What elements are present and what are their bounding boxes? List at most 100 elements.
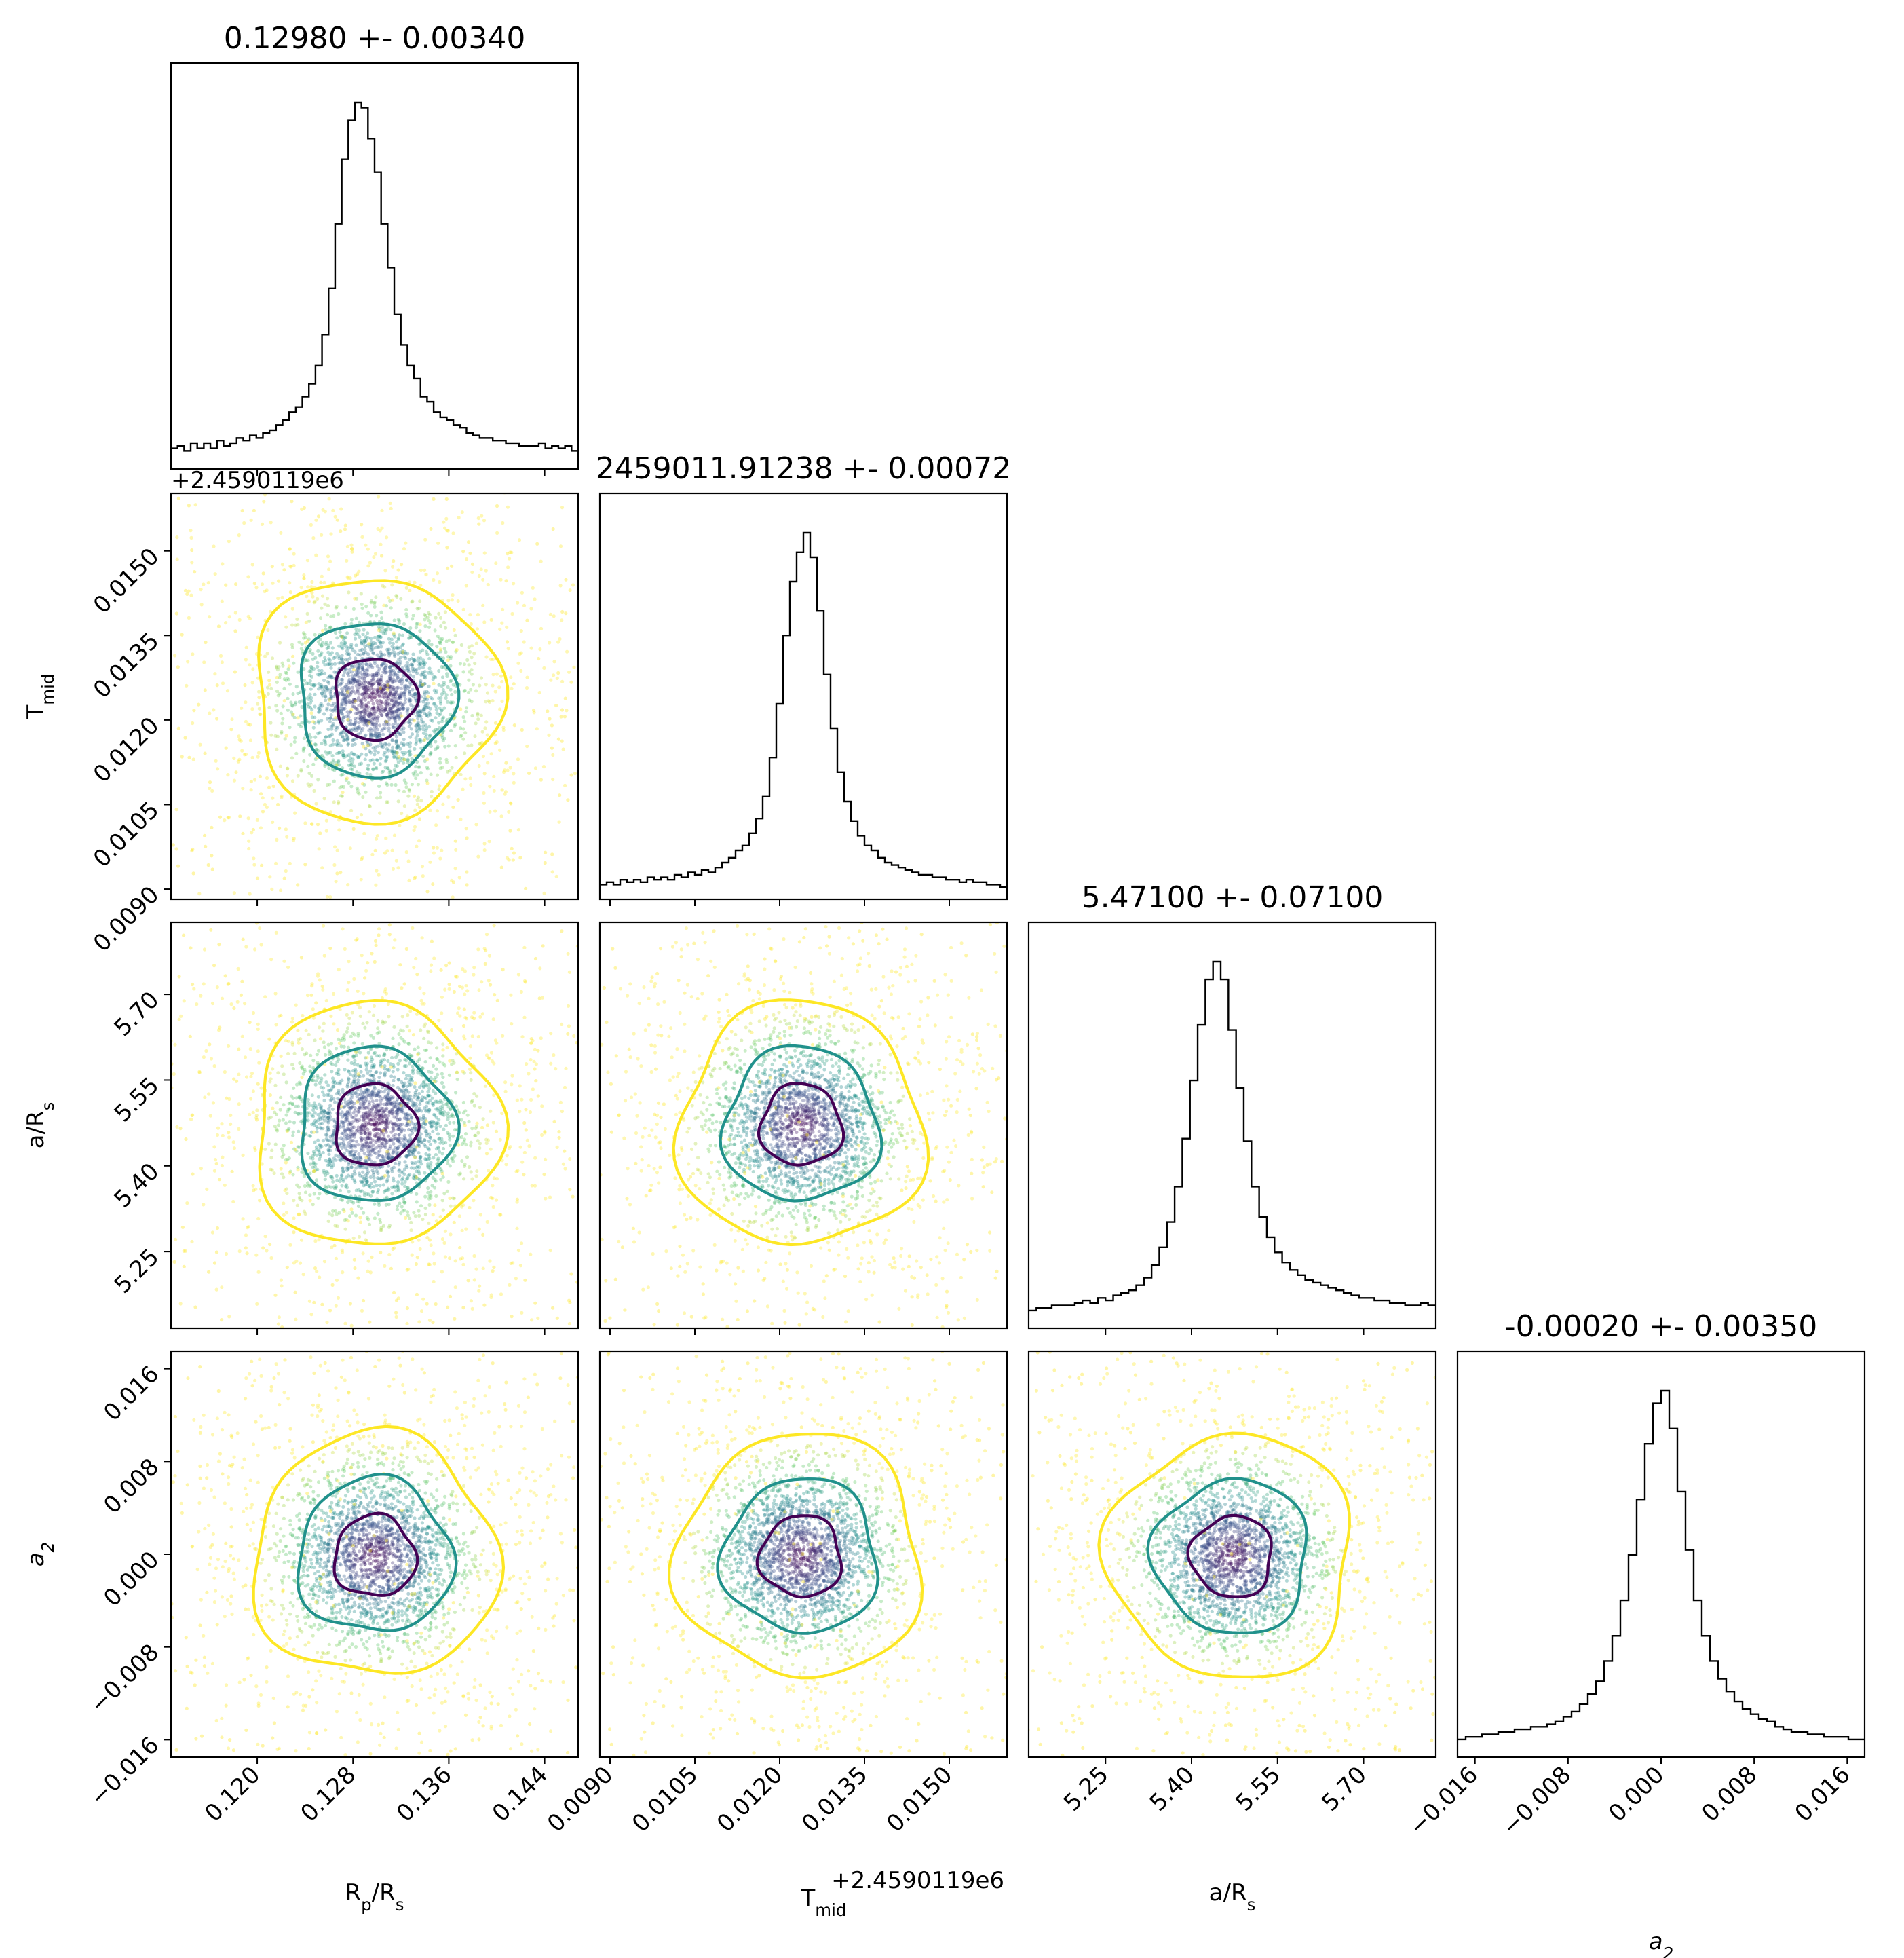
sample-point bbox=[276, 802, 280, 807]
sample-point bbox=[198, 742, 202, 747]
sample-point bbox=[353, 726, 357, 730]
sample-point bbox=[304, 620, 308, 624]
sample-point bbox=[352, 1033, 357, 1037]
sample-point bbox=[390, 1096, 394, 1100]
sample-point bbox=[185, 683, 189, 688]
sample-point bbox=[396, 618, 400, 622]
sample-point bbox=[324, 735, 328, 739]
sample-point bbox=[362, 745, 366, 749]
sample-point bbox=[254, 586, 259, 590]
sample-point bbox=[404, 683, 408, 688]
sample-point bbox=[405, 1210, 410, 1214]
sample-point bbox=[423, 1082, 427, 1087]
sample-point bbox=[281, 664, 285, 668]
sample-point bbox=[402, 789, 406, 793]
sample-point bbox=[347, 694, 351, 698]
sample-point bbox=[344, 658, 348, 662]
sample-point bbox=[360, 702, 365, 706]
sample-point bbox=[584, 671, 587, 675]
sample-point bbox=[421, 1121, 426, 1125]
sample-point bbox=[447, 924, 451, 927]
sample-point bbox=[449, 1028, 454, 1032]
sample-point bbox=[395, 755, 399, 759]
sample-point bbox=[408, 635, 413, 639]
sample-point bbox=[212, 1145, 216, 1149]
sample-point bbox=[504, 579, 508, 583]
sample-point bbox=[440, 1106, 444, 1111]
sample-point bbox=[275, 747, 279, 751]
sample-point bbox=[349, 707, 354, 712]
sample-point bbox=[408, 741, 413, 745]
sample-point bbox=[320, 651, 324, 655]
sample-point bbox=[387, 647, 392, 652]
sample-point bbox=[311, 1104, 315, 1108]
sample-point bbox=[401, 642, 405, 646]
sample-point bbox=[323, 663, 327, 667]
sample-point bbox=[359, 702, 363, 706]
sample-point bbox=[316, 1049, 321, 1053]
sample-point bbox=[375, 734, 379, 738]
sample-point bbox=[387, 709, 391, 713]
sample-point bbox=[326, 554, 330, 559]
sample-point bbox=[420, 1140, 424, 1144]
sample-point bbox=[353, 698, 357, 702]
sample-point bbox=[376, 527, 380, 531]
sample-point bbox=[313, 656, 318, 660]
sample-point bbox=[420, 1066, 424, 1070]
sample-point bbox=[395, 661, 400, 665]
sample-point bbox=[385, 688, 389, 692]
sample-point bbox=[411, 909, 414, 912]
sample-point bbox=[369, 645, 373, 649]
sample-point bbox=[479, 713, 483, 717]
sample-point bbox=[351, 1111, 356, 1115]
sample-point bbox=[292, 563, 296, 567]
sample-point bbox=[318, 730, 322, 735]
sample-point bbox=[419, 1159, 423, 1163]
sample-point bbox=[292, 661, 296, 665]
sample-point bbox=[378, 762, 382, 766]
sample-point bbox=[406, 720, 411, 724]
sample-point bbox=[343, 698, 347, 702]
sample-point bbox=[304, 1028, 308, 1032]
sample-point bbox=[278, 764, 282, 768]
sample-point bbox=[324, 624, 328, 628]
sample-point bbox=[288, 1169, 292, 1173]
sample-point bbox=[405, 1177, 409, 1181]
sample-point bbox=[295, 1082, 299, 1087]
sample-point bbox=[400, 1089, 404, 1094]
sample-point bbox=[330, 646, 335, 650]
sample-point bbox=[279, 888, 283, 892]
sample-point bbox=[468, 698, 472, 702]
sample-point bbox=[368, 749, 372, 753]
sample-point bbox=[280, 595, 284, 599]
sample-point bbox=[395, 1207, 400, 1211]
sample-point bbox=[256, 702, 260, 706]
sample-point bbox=[368, 1132, 372, 1136]
sample-point bbox=[563, 715, 567, 719]
sample-point bbox=[327, 766, 331, 770]
sample-point bbox=[229, 1113, 233, 1117]
sample-point bbox=[423, 676, 427, 680]
sample-point bbox=[339, 634, 343, 638]
sample-point bbox=[372, 1123, 377, 1127]
sample-point bbox=[416, 722, 420, 726]
sample-point bbox=[213, 672, 217, 676]
sample-point bbox=[436, 728, 440, 732]
sample-point bbox=[356, 632, 360, 637]
sample-point bbox=[394, 783, 398, 787]
sample-point bbox=[162, 565, 166, 568]
sample-point bbox=[366, 902, 370, 905]
sample-point bbox=[484, 655, 489, 659]
sample-point bbox=[176, 665, 180, 669]
sample-point bbox=[434, 1172, 438, 1176]
sample-point bbox=[360, 742, 364, 746]
sample-point bbox=[379, 1102, 383, 1106]
sample-point bbox=[370, 677, 375, 681]
sample-point bbox=[284, 615, 288, 619]
sample-point bbox=[379, 795, 383, 799]
sample-point bbox=[319, 1079, 323, 1083]
sample-point bbox=[393, 1366, 396, 1369]
sample-point bbox=[309, 1313, 313, 1317]
sample-point bbox=[204, 1049, 208, 1053]
